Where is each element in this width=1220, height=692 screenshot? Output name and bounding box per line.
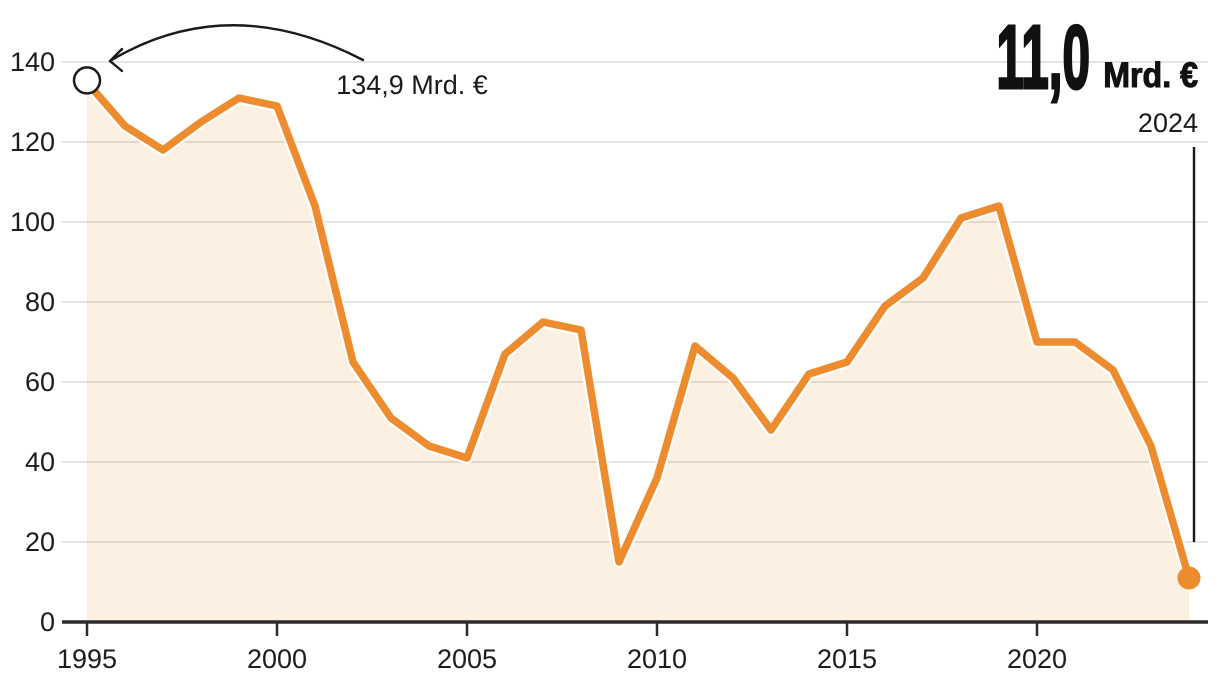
big-value-unit: Mrd. €	[1103, 56, 1199, 96]
annotation-arrow	[108, 24, 365, 73]
x-axis-label: 2020	[1007, 644, 1067, 674]
area-fill	[87, 82, 1189, 622]
x-axis-label: 2005	[437, 644, 497, 674]
gridlines-layer	[62, 61, 1208, 543]
year-label: 2024	[1138, 108, 1198, 138]
x-axis-label: 2010	[627, 644, 687, 674]
y-axis-label: 100	[10, 207, 55, 237]
x-axis-label: 1995	[57, 644, 117, 674]
svg-text:11,0: 11,0	[996, 7, 1090, 107]
first-value-label: 134,9 Mrd. €	[336, 70, 488, 100]
y-axis-label: 80	[25, 287, 55, 317]
area-fill-layer	[87, 82, 1189, 622]
svg-text:Mrd. €: Mrd. €	[1103, 57, 1198, 96]
y-axis-label: 120	[10, 127, 55, 157]
big-value-label: 11,0	[995, 6, 1091, 109]
axes-layer: 1995 2000 2005 2010 2015 2020 0 20 40 60 80 100 120 1…	[10, 47, 1208, 674]
trend-line-layer	[81, 76, 1195, 584]
y-axis-label: 140	[10, 47, 55, 77]
x-axis-label: 2015	[817, 644, 877, 674]
end-dot-marker	[1177, 566, 1201, 590]
y-axis-label: 0	[40, 607, 55, 637]
y-axis-label: 40	[25, 447, 55, 477]
x-axis-label: 2000	[247, 644, 307, 674]
y-axis-label: 60	[25, 367, 55, 397]
y-axis-label: 20	[25, 527, 55, 557]
trend-line	[83, 78, 1193, 582]
markers-layer	[72, 66, 1201, 590]
start-circle-marker	[72, 66, 102, 95]
